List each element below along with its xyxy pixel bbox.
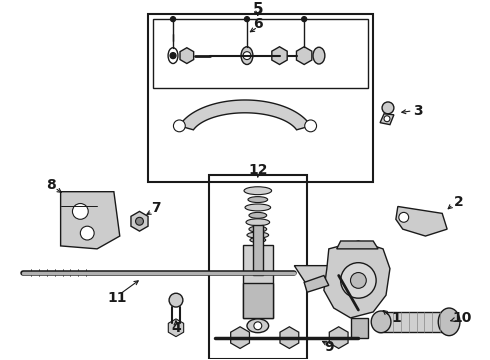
Polygon shape — [61, 192, 120, 249]
Circle shape — [171, 17, 175, 22]
Text: 5: 5 — [252, 2, 263, 17]
Ellipse shape — [244, 187, 271, 195]
Circle shape — [170, 53, 176, 59]
Ellipse shape — [241, 47, 253, 64]
Text: 3: 3 — [413, 104, 422, 118]
Ellipse shape — [438, 308, 460, 336]
Ellipse shape — [313, 47, 325, 64]
Ellipse shape — [246, 219, 270, 226]
Text: 9: 9 — [324, 341, 334, 355]
Text: 6: 6 — [253, 17, 263, 31]
Text: 2: 2 — [454, 194, 464, 208]
Circle shape — [245, 17, 249, 22]
Ellipse shape — [247, 319, 269, 333]
Circle shape — [73, 203, 88, 219]
Bar — [148, 14, 373, 182]
Ellipse shape — [249, 226, 267, 232]
Polygon shape — [396, 207, 447, 236]
Ellipse shape — [248, 197, 268, 203]
Text: 12: 12 — [248, 163, 268, 177]
Polygon shape — [179, 100, 311, 130]
Polygon shape — [378, 312, 452, 332]
Polygon shape — [243, 245, 272, 318]
Circle shape — [169, 293, 183, 307]
Circle shape — [302, 17, 307, 22]
Ellipse shape — [371, 311, 391, 333]
Circle shape — [173, 120, 185, 132]
Circle shape — [305, 120, 317, 132]
Text: 7: 7 — [151, 202, 161, 215]
Circle shape — [136, 217, 144, 225]
Polygon shape — [243, 283, 272, 318]
Circle shape — [399, 212, 409, 222]
Text: 4: 4 — [171, 321, 181, 335]
Polygon shape — [380, 114, 394, 125]
Ellipse shape — [168, 48, 178, 63]
Circle shape — [341, 263, 376, 298]
Circle shape — [384, 116, 390, 122]
Polygon shape — [253, 225, 263, 275]
Polygon shape — [350, 318, 368, 338]
Circle shape — [243, 52, 251, 59]
Ellipse shape — [245, 204, 270, 211]
Circle shape — [80, 226, 94, 240]
Polygon shape — [294, 266, 339, 285]
Text: 11: 11 — [107, 291, 126, 305]
Polygon shape — [304, 275, 329, 292]
Circle shape — [350, 273, 367, 288]
Circle shape — [254, 322, 262, 330]
Text: 8: 8 — [46, 178, 56, 192]
Circle shape — [382, 102, 394, 114]
Bar — [153, 19, 368, 88]
Ellipse shape — [249, 212, 267, 218]
Text: 1: 1 — [391, 311, 401, 325]
Ellipse shape — [247, 232, 269, 238]
Bar — [209, 175, 307, 359]
Text: 10: 10 — [452, 311, 471, 325]
Polygon shape — [324, 241, 390, 318]
Polygon shape — [337, 241, 378, 249]
Ellipse shape — [250, 238, 266, 243]
